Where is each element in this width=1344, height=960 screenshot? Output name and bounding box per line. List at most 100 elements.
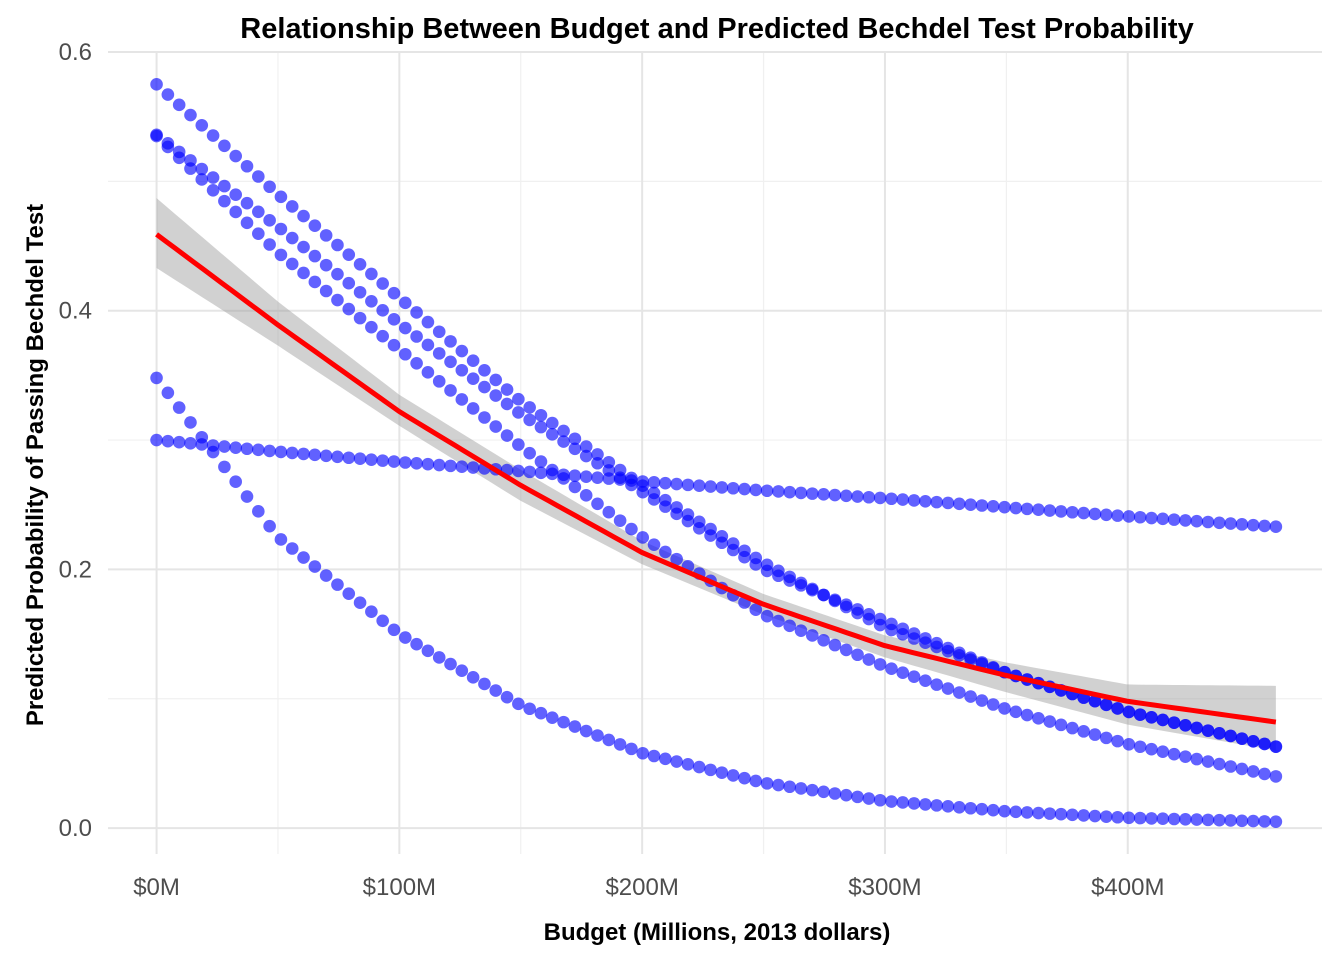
data-point (1088, 507, 1102, 521)
data-point (953, 646, 966, 660)
data-point (1066, 721, 1079, 735)
y-axis-tick-labels: 0.0 0.2 0.4 0.6 (59, 39, 92, 842)
data-point (794, 579, 808, 592)
data-point (1032, 806, 1045, 820)
data-point (399, 631, 412, 644)
data-point (1190, 721, 1204, 735)
data-point (1111, 509, 1124, 522)
data-point (919, 674, 932, 687)
data-point (421, 644, 435, 658)
data-point (1190, 752, 1204, 766)
data-point (1054, 718, 1068, 732)
data-point (851, 648, 864, 662)
data-point (1235, 732, 1249, 745)
data-point (478, 364, 491, 377)
data-point (308, 219, 322, 233)
data-point (749, 603, 763, 617)
data-point (1269, 520, 1283, 534)
data-point (512, 464, 525, 478)
x-tick-label: $100M (363, 874, 436, 901)
data-point (500, 429, 514, 442)
data-point (534, 706, 548, 720)
data-point (285, 542, 299, 555)
data-point (353, 285, 367, 299)
data-point (365, 267, 378, 281)
data-point (1213, 813, 1226, 827)
data-point (851, 490, 864, 503)
data-point (229, 441, 242, 454)
data-point (1077, 506, 1090, 520)
data-point (376, 614, 389, 628)
data-point (1201, 755, 1215, 768)
data-point (794, 486, 808, 500)
data-point (591, 471, 604, 484)
data-point (613, 514, 627, 527)
data-point (591, 456, 604, 470)
data-point (240, 490, 254, 503)
data-point (670, 507, 683, 521)
data-point (749, 483, 763, 497)
data-point (1213, 757, 1226, 771)
data-point (885, 492, 898, 506)
data-point (919, 798, 932, 811)
data-point (636, 531, 650, 544)
data-point (1009, 501, 1023, 515)
data-point (206, 129, 220, 142)
data-point (523, 702, 536, 716)
data-point (704, 763, 717, 777)
data-point (1235, 814, 1249, 828)
data-point (410, 637, 423, 651)
data-point (218, 194, 231, 208)
data-point (376, 304, 389, 317)
data-point (252, 170, 265, 183)
data-point (839, 598, 853, 611)
data-point (760, 777, 774, 790)
data-point (1190, 514, 1204, 528)
data-point (466, 671, 480, 684)
data-point (636, 746, 650, 760)
data-point (919, 494, 932, 508)
data-point (1043, 715, 1057, 728)
data-point (1099, 508, 1113, 522)
data-point (195, 119, 209, 132)
data-point (218, 440, 231, 453)
data-point (466, 372, 480, 385)
data-point (873, 612, 887, 626)
data-point (444, 355, 457, 369)
data-point (783, 485, 796, 499)
data-point (455, 460, 469, 474)
data-point (512, 406, 525, 419)
data-point (297, 551, 310, 564)
data-point (568, 469, 582, 483)
data-point (150, 129, 163, 143)
data-point (172, 151, 186, 165)
data-point (726, 543, 740, 557)
data-point (161, 88, 175, 101)
data-point (421, 315, 435, 329)
data-point (455, 344, 469, 358)
data-point (455, 664, 469, 677)
data-point (964, 498, 977, 511)
data-point (1077, 809, 1090, 822)
data-point (749, 558, 763, 571)
data-point (274, 445, 288, 459)
data-point (794, 624, 808, 637)
data-point (489, 373, 503, 387)
data-point (523, 413, 536, 427)
data-point (1190, 813, 1204, 826)
data-point (274, 222, 288, 236)
data-point (1156, 745, 1170, 758)
y-tick-label: 0.0 (59, 815, 92, 842)
data-point (308, 560, 322, 573)
data-point (1156, 512, 1170, 526)
data-point (885, 617, 898, 631)
y-axis-title: Predicted Probability of Passing Bechdel… (22, 204, 49, 726)
data-point (557, 435, 570, 448)
data-point (331, 267, 344, 281)
data-point (410, 356, 423, 370)
data-point (1133, 708, 1147, 721)
data-point (986, 500, 1000, 513)
data-point (806, 783, 819, 797)
data-point (1258, 815, 1271, 828)
data-point (749, 774, 763, 788)
